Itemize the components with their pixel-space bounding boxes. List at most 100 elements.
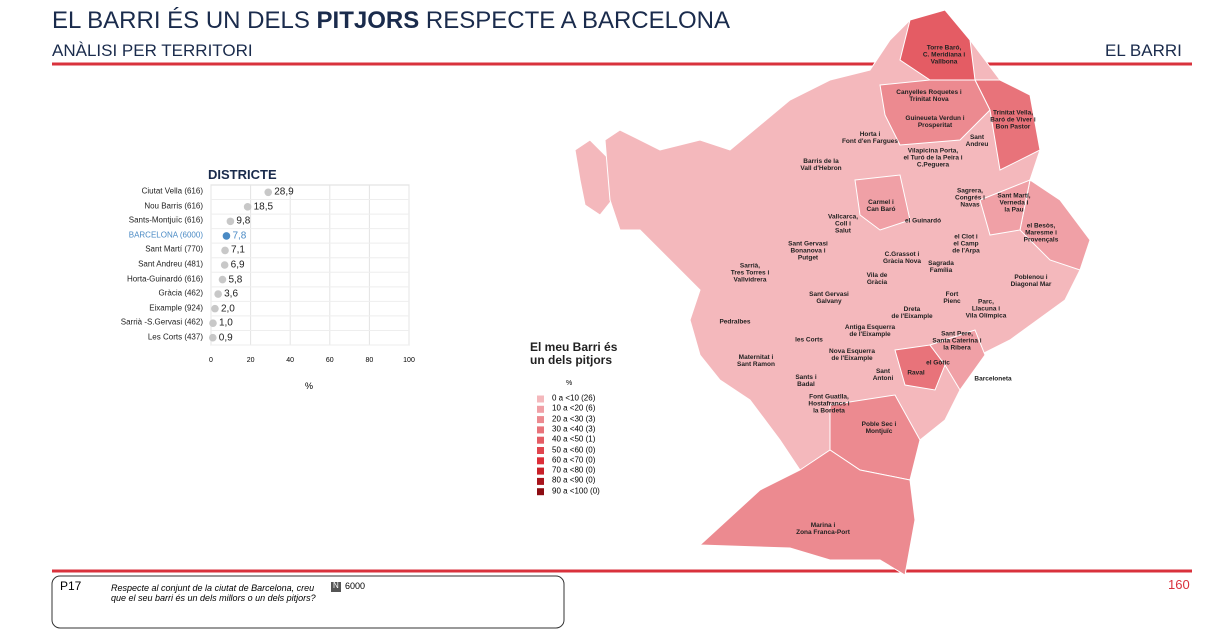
legend-swatch xyxy=(537,436,544,444)
legend-swatch xyxy=(537,405,544,413)
map-label: Nova Esquerra de l'Eixample xyxy=(829,347,875,362)
map-label: Maternitat i Sant Ramon xyxy=(737,353,775,368)
legend-swatch xyxy=(537,416,544,424)
legend-unit: % xyxy=(566,380,573,387)
page-title: EL BARRI ÉS UN DELS PITJORS RESPECTE A B… xyxy=(52,7,731,34)
map-label: Sarrià, Tres Torres i Vallvidrera xyxy=(730,262,770,284)
map-region xyxy=(698,449,916,576)
map-label: Barceloneta xyxy=(974,375,1012,383)
map-label: el Clot i el Camp de l'Arpa xyxy=(952,233,980,255)
map-label: Sagrada Família xyxy=(928,259,954,274)
legend-swatch xyxy=(537,447,544,454)
map-label: Sant Pere, Santa Caterina i la Ribera xyxy=(932,330,982,352)
dot xyxy=(209,319,217,327)
map-label: Barris de la Vall d'Hebron xyxy=(800,157,842,172)
dot xyxy=(220,261,229,269)
question-id: P17 xyxy=(60,579,82,593)
map-label: el Guinardó xyxy=(904,217,942,225)
map-label: Carmel i Can Baró xyxy=(866,198,896,213)
legend-label: 50 a <60 (0) xyxy=(552,445,596,455)
map-label: Sant Gervasi Bonanova i Putget xyxy=(788,240,828,262)
value-label: 3,6 xyxy=(224,288,239,300)
map-label: Sants i Badal xyxy=(795,373,817,388)
y-tick-label: Gràcia (462) xyxy=(158,288,203,298)
value-label: 2,0 xyxy=(220,303,235,315)
sample-size: 6000 xyxy=(345,581,366,591)
legend-label: 30 a <40 (3) xyxy=(552,424,596,434)
title-part: EL BARRI ÉS UN DELS xyxy=(52,7,317,34)
map-label: C.Grassot i Gràcia Nova xyxy=(883,250,921,265)
map-label: el Besòs, Maresme i Provençals xyxy=(1023,222,1059,244)
value-label: 7,8 xyxy=(232,230,247,242)
legend-swatch xyxy=(537,467,544,475)
legend-label: 10 a <20 (6) xyxy=(552,403,596,413)
legend-swatch xyxy=(537,488,544,496)
dot xyxy=(211,304,219,313)
map-region xyxy=(574,139,613,216)
page-number: 160 xyxy=(1168,577,1190,592)
value-label: 5,8 xyxy=(228,274,243,286)
map-label: Vilapicina Porta, el Turó de la Peira i … xyxy=(903,147,963,169)
x-axis-label: % xyxy=(305,381,314,391)
map-region xyxy=(879,79,991,146)
map-region xyxy=(854,174,911,231)
dot xyxy=(218,275,227,284)
y-tick-label: Les Corts (437) xyxy=(147,332,203,342)
map-region xyxy=(894,344,946,391)
map-label: Sant Andreu xyxy=(965,133,989,148)
map-region xyxy=(979,179,1031,236)
map-label: el Gòtic xyxy=(926,359,950,367)
legend-label: 40 a <50 (1) xyxy=(552,434,596,444)
value-label: 1,0 xyxy=(218,317,233,329)
x-tick-label: 0 xyxy=(209,357,213,365)
map-label: Sagrera, Congrés i Navas xyxy=(955,187,985,209)
map-label: les Corts xyxy=(795,336,823,344)
y-tick-label: Eixample (924) xyxy=(149,303,203,313)
legend-label: 90 a <100 (0) xyxy=(552,486,600,496)
legend-swatch xyxy=(537,457,544,465)
value-label: 0,9 xyxy=(218,332,233,344)
legend-title: El meu Barri és un dels pitjors xyxy=(530,340,618,368)
title-part: RESPECTE A BARCELONA xyxy=(419,7,731,34)
y-tick-label: Horta-Guinardó (616) xyxy=(126,274,203,284)
value-label: 6,9 xyxy=(230,259,245,271)
y-tick-label: Sant Martí (770) xyxy=(145,245,203,255)
map xyxy=(574,9,1091,576)
map-label: Parc, Llacuna i Vila Olímpica xyxy=(965,298,1007,320)
dot xyxy=(208,333,217,342)
legend-label: 80 a <90 (0) xyxy=(552,475,596,485)
y-tick-label: Nou Barris (616) xyxy=(144,201,203,211)
legend-label: 60 a <70 (0) xyxy=(552,455,596,465)
map-label: Poblenou i Diagonal Mar xyxy=(1010,273,1052,288)
map-label: Pedralbes xyxy=(719,318,751,326)
question-box xyxy=(51,575,565,629)
value-label: 28,9 xyxy=(274,186,294,198)
map-label: Raval xyxy=(907,369,925,377)
map-label: Font Guatlla, Hostafrancs i la Bordeta xyxy=(808,393,850,415)
map-label: Antiga Esquerra de l'Eixample xyxy=(844,323,896,338)
value-label: 18,5 xyxy=(253,201,274,213)
legend-swatch xyxy=(537,395,544,403)
map-label: Sant Gervasi Galvany xyxy=(809,290,849,305)
map-label: Dreta de l'Eixample xyxy=(891,305,933,320)
legend-label: 0 a <10 (26) xyxy=(552,393,596,403)
map-label: Marina i Zona Franca-Port xyxy=(796,521,850,536)
x-tick-label: 40 xyxy=(286,357,295,365)
dot xyxy=(221,246,229,255)
legend-label: 70 a <80 (0) xyxy=(552,465,596,475)
map-label: Sant Antoni xyxy=(872,367,894,382)
n-icon: N xyxy=(333,581,339,590)
question-text: Respecte al conjunt de la ciutat de Barc… xyxy=(111,583,316,603)
map-label: Horta i Font d'en Fargues xyxy=(841,130,899,145)
y-tick-label: BARCELONA (6000) xyxy=(128,230,203,240)
legend-swatch xyxy=(537,477,544,485)
map-label: Vallcarca, Coll i Salut xyxy=(828,213,858,235)
value-label: 7,1 xyxy=(231,244,245,256)
map-label: Sant Martí, Verneda i la Pau xyxy=(997,192,1031,214)
chart-title: DISTRICTE xyxy=(208,167,277,182)
dot xyxy=(222,232,231,240)
map-region xyxy=(929,329,986,391)
map-label: Vila de Gràcia xyxy=(866,271,888,286)
